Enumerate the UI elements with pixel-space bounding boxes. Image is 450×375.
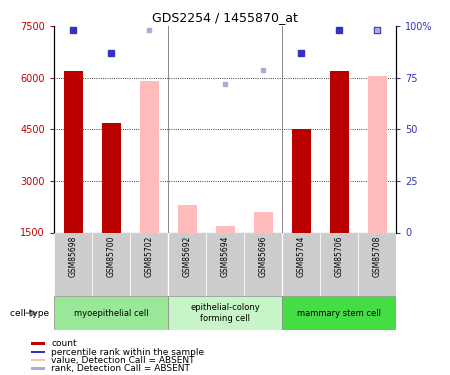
Bar — [31, 359, 45, 361]
Text: myoepithelial cell: myoepithelial cell — [74, 309, 148, 318]
Bar — [168, 296, 282, 330]
Bar — [54, 232, 92, 296]
Text: mammary stem cell: mammary stem cell — [297, 309, 381, 318]
Bar — [54, 296, 168, 330]
Text: GSM85692: GSM85692 — [183, 236, 192, 277]
Text: epithelial-colony
forming cell: epithelial-colony forming cell — [190, 303, 260, 323]
Text: GSM85706: GSM85706 — [334, 236, 343, 277]
Bar — [31, 368, 45, 370]
Bar — [253, 212, 273, 232]
Bar — [206, 232, 244, 296]
Bar — [177, 205, 197, 232]
Bar — [140, 81, 158, 232]
Bar — [320, 232, 358, 296]
Text: count: count — [51, 339, 77, 348]
Bar — [63, 71, 82, 232]
Bar — [102, 123, 121, 232]
Text: GSM85704: GSM85704 — [297, 236, 306, 277]
Text: GSM85698: GSM85698 — [68, 236, 77, 277]
Text: GSM85696: GSM85696 — [258, 236, 267, 277]
Bar — [358, 232, 396, 296]
Text: cell type: cell type — [10, 309, 50, 318]
Bar — [216, 226, 234, 232]
Text: GSM85702: GSM85702 — [144, 236, 153, 277]
Bar — [31, 342, 45, 345]
Bar — [168, 232, 206, 296]
Bar — [282, 232, 320, 296]
Bar — [92, 232, 130, 296]
Bar — [244, 232, 282, 296]
Text: rank, Detection Call = ABSENT: rank, Detection Call = ABSENT — [51, 364, 190, 373]
Bar — [292, 129, 310, 232]
Bar — [130, 232, 168, 296]
Text: GSM85708: GSM85708 — [373, 236, 382, 277]
Text: GSM85700: GSM85700 — [107, 236, 116, 277]
Text: percentile rank within the sample: percentile rank within the sample — [51, 348, 205, 357]
Bar — [31, 351, 45, 353]
Bar — [282, 296, 396, 330]
Title: GDS2254 / 1455870_at: GDS2254 / 1455870_at — [152, 11, 298, 24]
Bar — [368, 76, 387, 232]
Text: value, Detection Call = ABSENT: value, Detection Call = ABSENT — [51, 356, 195, 364]
Bar — [329, 71, 348, 232]
Text: GSM85694: GSM85694 — [220, 236, 230, 277]
